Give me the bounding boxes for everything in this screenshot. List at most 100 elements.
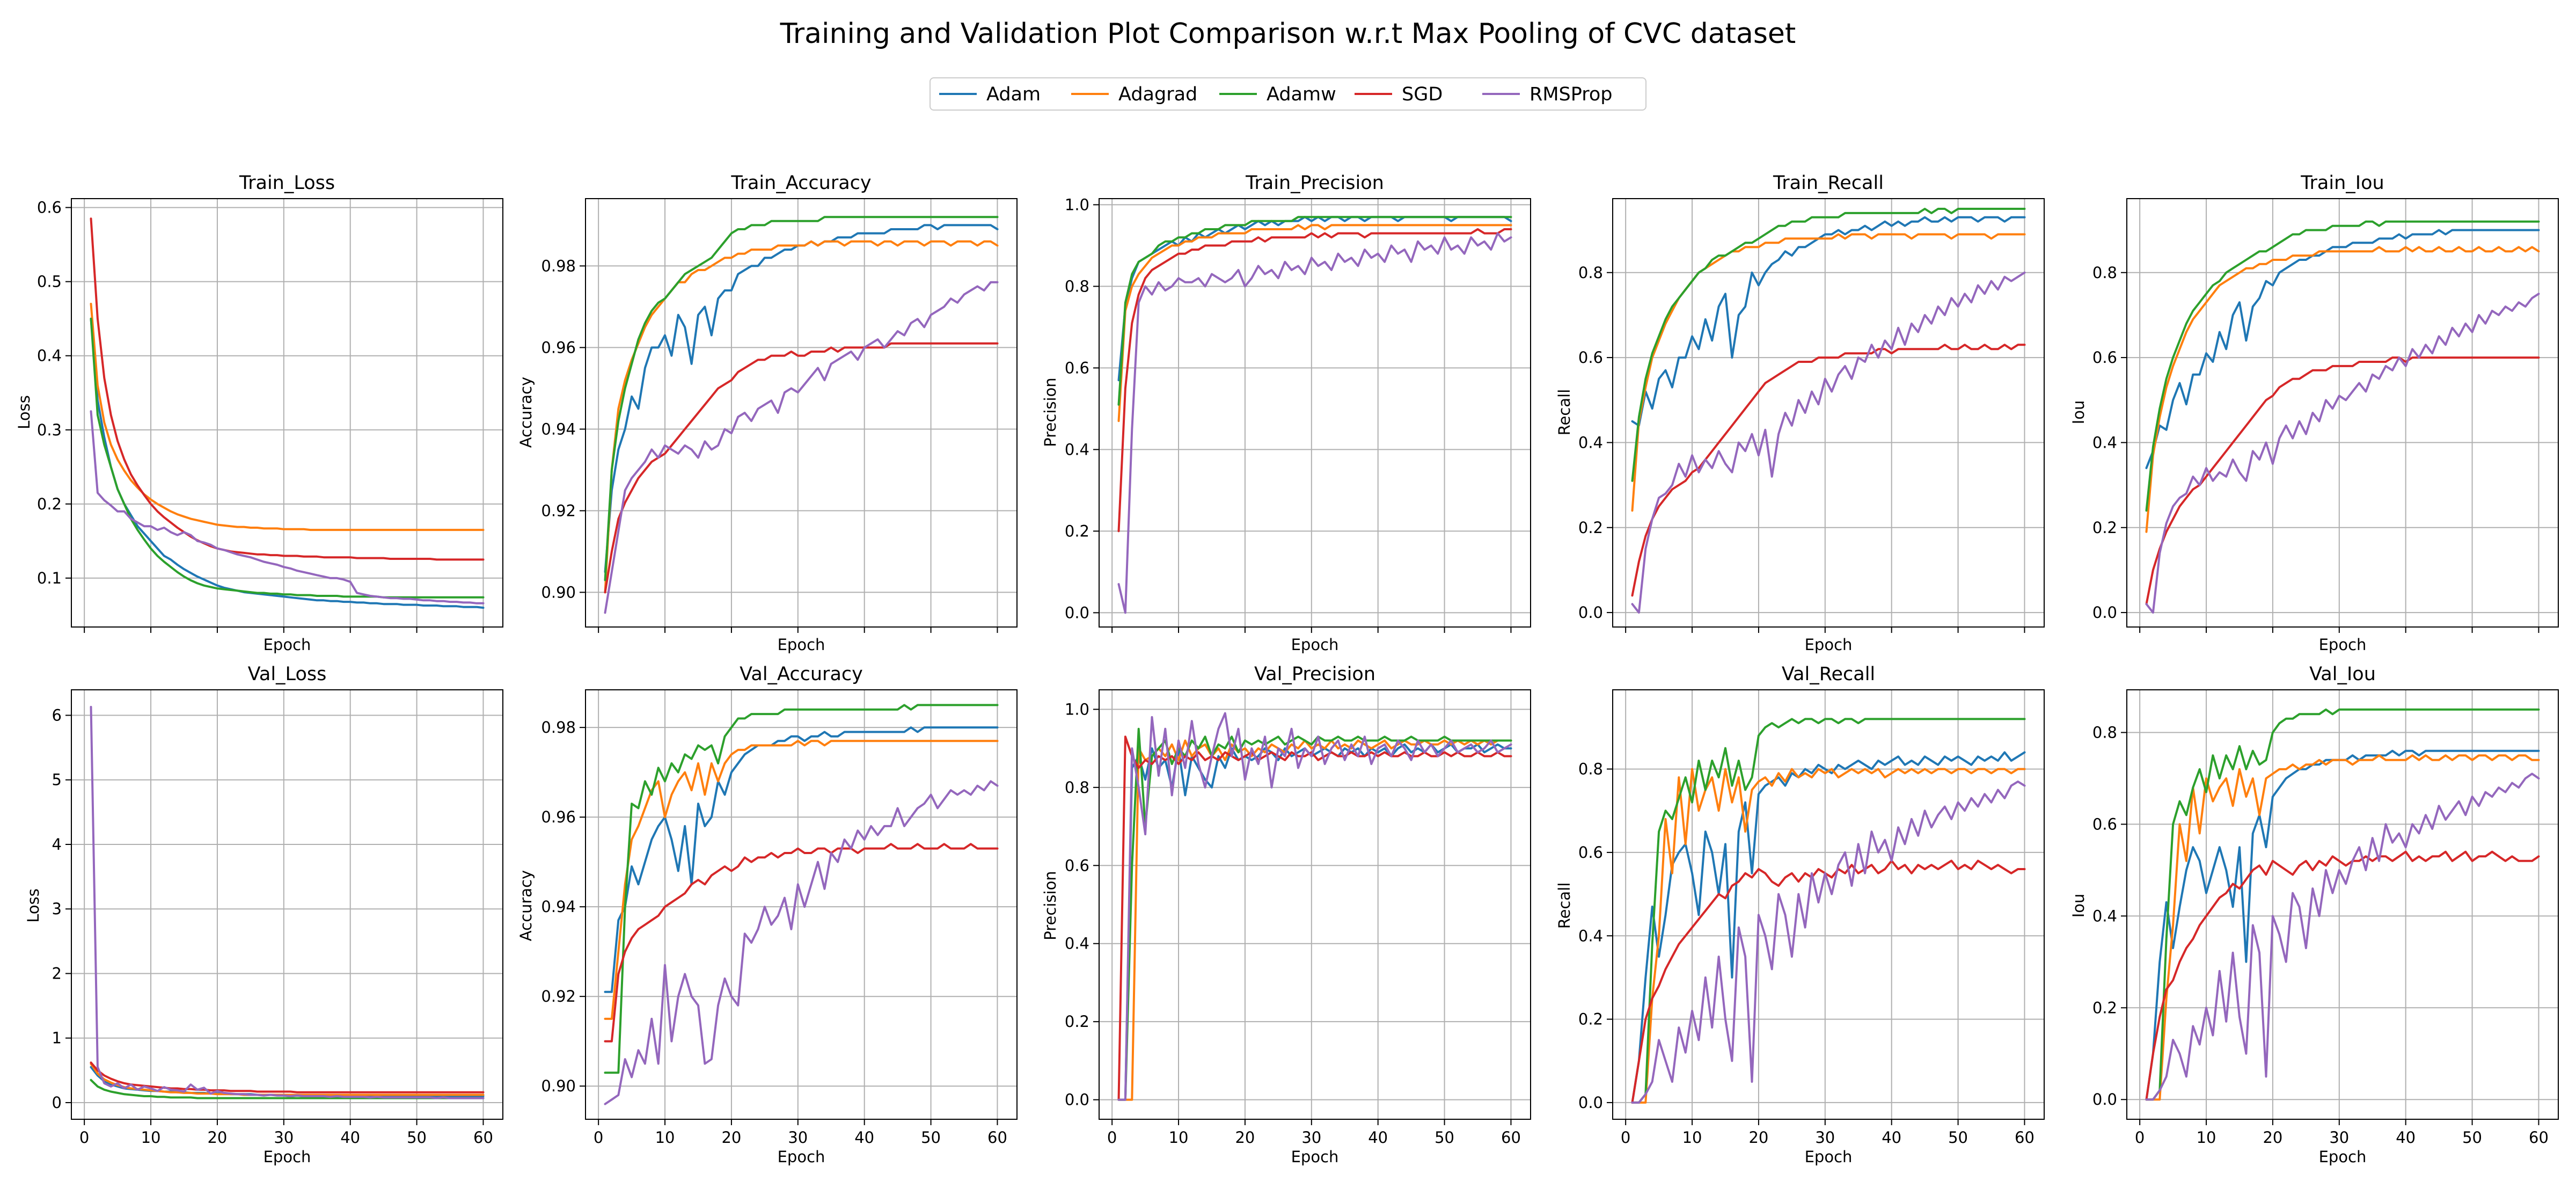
y-tick-label: 2 bbox=[52, 964, 62, 982]
series-line-sgd bbox=[604, 843, 999, 1043]
y-tick-label: 0.4 bbox=[1578, 433, 1603, 451]
x-tick-label: 60 bbox=[2015, 1128, 2035, 1147]
y-tick-label: 0.5 bbox=[37, 273, 62, 291]
y-axis-label: Loss bbox=[15, 395, 33, 429]
y-tick-label: 0.4 bbox=[1578, 927, 1603, 945]
x-tick-label: 60 bbox=[987, 1128, 1007, 1147]
x-tick-label: 0 bbox=[1621, 1128, 1630, 1147]
y-tick-label: 0.98 bbox=[541, 257, 576, 275]
series-line-rmsprop bbox=[1117, 232, 1512, 614]
series-line-adagrad bbox=[90, 303, 485, 531]
y-tick-label: 0.96 bbox=[541, 808, 576, 826]
series-line-adagrad bbox=[1117, 739, 1512, 1101]
y-tick-label: 0.92 bbox=[541, 501, 576, 520]
x-tick-label: 50 bbox=[1948, 1128, 1968, 1147]
panel-title: Train_Accuracy bbox=[730, 172, 871, 194]
series-line-adamw bbox=[604, 704, 999, 1074]
plot-area-val-precision: 0 10 20 30 40 50 60 0.0 0.2 0.4 0.6 0.8 1.0 bbox=[1065, 689, 1531, 1147]
y-tick-label: 0.98 bbox=[541, 718, 576, 737]
x-tick-label: 40 bbox=[854, 1128, 874, 1147]
series-line-rmsprop bbox=[1631, 780, 2026, 1104]
x-tick-label: 20 bbox=[1748, 1128, 1768, 1147]
series-line-adagrad bbox=[604, 240, 999, 594]
y-tick-label: 0.0 bbox=[1578, 603, 1603, 622]
y-tick-label: 0.6 bbox=[37, 199, 62, 217]
y-tick-label: 0.2 bbox=[1065, 522, 1089, 540]
y-tick-label: 0.2 bbox=[2092, 998, 2117, 1017]
series-line-sgd bbox=[604, 342, 999, 594]
x-tick-label: 20 bbox=[1235, 1128, 1255, 1147]
panel-title: Val_Recall bbox=[1782, 664, 1875, 685]
series-line-rmsprop bbox=[90, 410, 485, 604]
series-line-adamw bbox=[2145, 708, 2540, 1101]
series-line-rmsprop bbox=[604, 281, 999, 614]
series-line-sgd bbox=[90, 217, 485, 561]
x-axis-label: Epoch bbox=[1291, 636, 1339, 654]
series-line-adam bbox=[2145, 229, 2540, 469]
panel-train-loss: Train_Loss Epoch Loss bbox=[15, 172, 335, 654]
x-tick-label: 30 bbox=[274, 1128, 294, 1147]
series-line-rmsprop bbox=[1117, 712, 1512, 1101]
y-tick-label: 0 bbox=[52, 1093, 62, 1112]
y-tick-label: 0.2 bbox=[37, 495, 62, 513]
y-tick-label: 0.0 bbox=[2092, 1090, 2117, 1109]
x-axis-label: Epoch bbox=[264, 636, 311, 654]
y-tick-label: 0.6 bbox=[2092, 815, 2117, 833]
y-tick-label: 0.6 bbox=[2092, 348, 2117, 367]
series-line-adagrad bbox=[1117, 224, 1512, 422]
x-tick-label: 20 bbox=[721, 1128, 741, 1147]
series-line-adam bbox=[604, 726, 999, 993]
figure-title: Training and Validation Plot Comparison … bbox=[780, 18, 1796, 50]
series-line-adamw bbox=[1117, 727, 1512, 1101]
legend-label-sgd: SGD bbox=[1402, 84, 1443, 105]
series-line-sgd bbox=[1117, 228, 1512, 533]
x-axis-label: Epoch bbox=[2319, 636, 2367, 654]
y-axis-label: Recall bbox=[1555, 389, 1574, 436]
plot-area-train-loss: 0.1 0.2 0.3 0.4 0.5 0.6 bbox=[37, 198, 503, 633]
x-axis-label: Epoch bbox=[264, 1148, 311, 1166]
plot-area-train-accuracy: 0.90 0.92 0.94 0.96 0.98 bbox=[541, 198, 1018, 633]
y-tick-label: 0.3 bbox=[37, 421, 62, 439]
x-axis-label: Epoch bbox=[778, 1148, 825, 1166]
y-tick-label: 0.8 bbox=[1065, 277, 1089, 295]
axes-frame bbox=[1099, 689, 1531, 1120]
y-axis-label: Accuracy bbox=[517, 377, 535, 448]
series-line-sgd bbox=[90, 1061, 485, 1093]
y-axis-label: Precision bbox=[1041, 377, 1059, 447]
series-line-adam bbox=[604, 224, 999, 573]
panel-val-recall: Val_Recall Epoch Recall bbox=[1555, 664, 1875, 1166]
y-tick-label: 5 bbox=[52, 771, 62, 789]
panel-title: Val_Loss bbox=[248, 664, 327, 685]
series-line-adam bbox=[90, 317, 485, 609]
x-tick-label: 50 bbox=[921, 1128, 941, 1147]
x-tick-label: 10 bbox=[2197, 1128, 2216, 1147]
x-tick-label: 0 bbox=[79, 1128, 89, 1147]
y-tick-label: 0.4 bbox=[2092, 433, 2117, 451]
plot-area-train-precision: 0.0 0.2 0.4 0.6 0.8 1.0 bbox=[1065, 195, 1531, 633]
axes-frame bbox=[1612, 689, 2045, 1120]
panel-title: Train_Precision bbox=[1245, 172, 1384, 194]
y-tick-label: 0.2 bbox=[1578, 519, 1603, 537]
legend-label-adamw: Adamw bbox=[1267, 84, 1336, 105]
x-tick-label: 30 bbox=[2329, 1128, 2349, 1147]
series-line-sgd bbox=[1117, 735, 1512, 1101]
y-tick-label: 0.8 bbox=[2092, 723, 2117, 741]
axes-frame bbox=[585, 689, 1018, 1120]
y-tick-label: 0.8 bbox=[1065, 778, 1089, 797]
series-line-adam bbox=[1117, 743, 1512, 1101]
y-tick-label: 0.2 bbox=[1578, 1010, 1603, 1029]
y-tick-label: 0.2 bbox=[2092, 519, 2117, 537]
plot-area-train-recall: 0.0 0.2 0.4 0.6 0.8 bbox=[1578, 198, 2045, 633]
y-tick-label: 0.2 bbox=[1065, 1012, 1089, 1031]
series-line-adamw bbox=[2145, 220, 2540, 512]
plot-area-val-loss: 0 10 20 30 40 50 60 0 1 2 3 4 5 6 bbox=[52, 689, 503, 1147]
panel-val-precision: Val_Precision Epoch Precision bbox=[1041, 664, 1375, 1166]
series-line-adagrad bbox=[1631, 768, 2026, 1104]
panel-title: Train_Recall bbox=[1773, 172, 1884, 194]
y-tick-label: 0.4 bbox=[1065, 935, 1089, 953]
series-line-adamw bbox=[604, 216, 999, 581]
y-tick-label: 0.4 bbox=[2092, 907, 2117, 925]
y-tick-label: 0.6 bbox=[1578, 843, 1603, 862]
y-tick-label: 0.8 bbox=[1578, 264, 1603, 282]
y-tick-label: 0.8 bbox=[2092, 264, 2117, 282]
